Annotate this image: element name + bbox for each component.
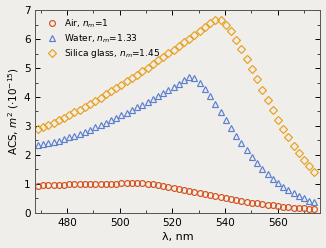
- X-axis label: λ, nm: λ, nm: [162, 232, 193, 242]
- Air, $n_m$=1: [208, 194, 212, 197]
- Y-axis label: ACS, $m^2$ ($\cdot 10^{-15}$): ACS, $m^2$ ($\cdot 10^{-15}$): [6, 68, 21, 155]
- Air, $n_m$=1: [36, 184, 40, 187]
- Silica glass, $n_m$=1.45: [214, 18, 217, 21]
- Silica glass, $n_m$=1.45: [141, 69, 144, 72]
- Line: Water, $n_m$=1.33: Water, $n_m$=1.33: [35, 74, 318, 205]
- Water, $n_m$=1.33: [313, 201, 317, 204]
- Silica glass, $n_m$=1.45: [198, 30, 202, 32]
- Water, $n_m$=1.33: [187, 76, 191, 79]
- Air, $n_m$=1: [313, 208, 317, 211]
- Air, $n_m$=1: [146, 182, 150, 185]
- Air, $n_m$=1: [203, 193, 207, 196]
- Silica glass, $n_m$=1.45: [229, 30, 233, 33]
- Air, $n_m$=1: [135, 182, 139, 185]
- Silica glass, $n_m$=1.45: [83, 105, 87, 108]
- Water, $n_m$=1.33: [203, 88, 207, 91]
- Silica glass, $n_m$=1.45: [36, 127, 40, 130]
- Air, $n_m$=1: [229, 198, 233, 201]
- Silica glass, $n_m$=1.45: [203, 26, 207, 29]
- Line: Silica glass, $n_m$=1.45: Silica glass, $n_m$=1.45: [35, 17, 318, 175]
- Water, $n_m$=1.33: [193, 77, 197, 80]
- Water, $n_m$=1.33: [229, 127, 233, 130]
- Water, $n_m$=1.33: [83, 130, 87, 133]
- Silica glass, $n_m$=1.45: [187, 37, 191, 40]
- Legend: Air, $n_m$=1, Water, $n_m$=1.33, Silica glass, $n_m$=1.45: Air, $n_m$=1, Water, $n_m$=1.33, Silica …: [40, 15, 163, 63]
- Line: Air, $n_m$=1: Air, $n_m$=1: [35, 180, 318, 212]
- Air, $n_m$=1: [83, 183, 87, 186]
- Silica glass, $n_m$=1.45: [313, 170, 317, 173]
- Water, $n_m$=1.33: [141, 103, 144, 106]
- Air, $n_m$=1: [193, 191, 197, 194]
- Water, $n_m$=1.33: [208, 95, 212, 98]
- Water, $n_m$=1.33: [36, 143, 40, 146]
